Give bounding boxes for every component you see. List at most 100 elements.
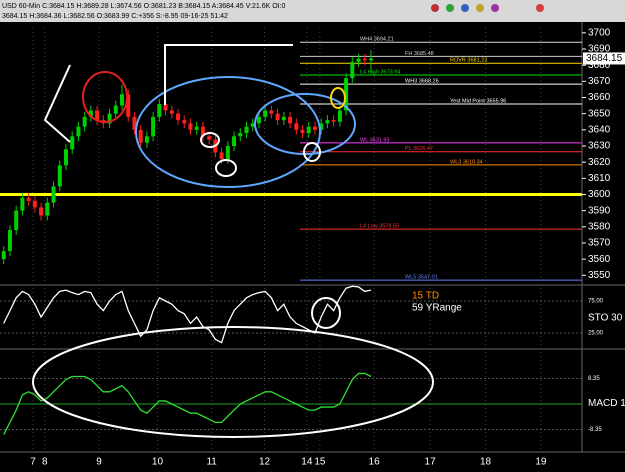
y-tick-label: 3580: [588, 221, 611, 232]
level-label: Yest Mid Point 3655.96: [450, 98, 506, 104]
y-tick-label: 3590: [588, 205, 611, 216]
annotation-circle: [330, 87, 346, 109]
candle-body: [344, 78, 349, 111]
y-tick-label: 8.35: [588, 376, 600, 382]
candle-body: [120, 94, 125, 106]
annotation-circle: [82, 71, 128, 123]
level-label: L4 High 3673.94: [360, 69, 400, 75]
y-tick-label: 3630: [588, 141, 611, 152]
candle-body: [88, 110, 93, 117]
candle-body: [132, 116, 137, 130]
annotation-bracket: [43, 64, 71, 143]
title-bar: [0, 0, 625, 22]
icon[interactable]: [461, 4, 469, 12]
candle-body: [219, 152, 224, 159]
candle-body: [188, 123, 193, 130]
y-tick-label: 3670: [588, 76, 611, 87]
panel-note: 15 TD: [412, 291, 439, 302]
candle-body: [182, 120, 187, 124]
icon[interactable]: [431, 4, 439, 12]
candle-body: [275, 113, 280, 121]
y-tick-label: 3560: [588, 254, 611, 265]
level-label: PL 3626.47: [405, 146, 433, 152]
candle-body: [250, 123, 255, 127]
candle-body: [70, 136, 75, 150]
candle-body: [176, 113, 181, 121]
x-tick-label: 15: [314, 457, 326, 468]
candle-body: [144, 136, 149, 143]
x-tick-label: 19: [535, 457, 547, 468]
toolbar-icons[interactable]: [431, 4, 544, 12]
y-tick-label: 3680: [588, 60, 611, 71]
y-tick-label: 3700: [588, 27, 611, 38]
y-tick-label: 3660: [588, 92, 611, 103]
level-label: FH 3685.48: [405, 51, 434, 57]
candle-body: [300, 129, 305, 134]
x-tick-label: 11: [206, 457, 217, 468]
candle-body: [306, 126, 311, 134]
x-tick-label: 10: [152, 457, 164, 468]
y-tick-label: 75.00: [588, 299, 604, 305]
level-label: ROVR 3681.23: [450, 58, 487, 64]
level-label: L4 Low 3578.55: [360, 224, 399, 230]
candle-body: [51, 186, 56, 203]
panel-label: STO 30: [588, 313, 623, 324]
candle-body: [14, 210, 19, 231]
current-price: 3684.15: [586, 53, 623, 64]
candle-body: [269, 110, 274, 114]
y-tick-label: 3610: [588, 173, 611, 184]
annotation-circle: [311, 297, 341, 329]
candle-body: [76, 126, 81, 137]
candle-body: [331, 120, 336, 122]
level-label: WL3 3618.34: [450, 159, 483, 165]
x-tick-label: 8: [42, 457, 48, 468]
y-tick-label: 3690: [588, 44, 611, 55]
panel-label: MACD 1: [588, 398, 625, 409]
y-tick-label: 3620: [588, 157, 611, 168]
candle-body: [20, 197, 25, 211]
candle-body: [32, 200, 37, 208]
icon[interactable]: [491, 4, 499, 12]
candle-body: [107, 113, 112, 124]
indicator-line: [3, 285, 372, 344]
header-line-2: 3684.15 H:3684.36 L:3682.56 O:3683.99 C:…: [2, 13, 228, 20]
candle-body: [244, 126, 249, 134]
candle-body: [362, 58, 367, 61]
candle-body: [138, 129, 143, 143]
annotation-ellipse: [135, 76, 321, 188]
candle-body: [325, 120, 330, 124]
x-tick-label: 17: [425, 457, 437, 468]
annotations: [32, 44, 434, 438]
candle-body: [63, 149, 68, 166]
level-label: WL5 3547.01: [405, 275, 438, 281]
candle-body: [169, 110, 174, 114]
icon[interactable]: [446, 4, 454, 12]
candle-body: [337, 110, 342, 122]
candle-body: [319, 123, 324, 130]
candle-body: [232, 136, 237, 146]
icon[interactable]: [536, 4, 544, 12]
panel-note: 59 YRange: [412, 303, 462, 314]
candle-body: [157, 103, 162, 117]
candle-body: [194, 126, 199, 130]
candle-body: [95, 110, 100, 121]
candle-body: [207, 136, 212, 140]
candle-body: [350, 61, 355, 79]
candle-body: [82, 116, 87, 127]
x-tick-label: 16: [369, 457, 381, 468]
x-tick-label: 14: [301, 457, 313, 468]
level-label: WL 3631.93: [360, 137, 389, 143]
candle-body: [45, 202, 50, 216]
y-tick-label: 3650: [588, 108, 611, 119]
level-label: WH3 3668.26: [405, 79, 439, 85]
x-tick-label: 18: [480, 457, 492, 468]
candle-body: [288, 116, 293, 124]
candle-body: [151, 116, 156, 137]
y-tick-label: -8.35: [588, 427, 602, 433]
icon[interactable]: [476, 4, 484, 12]
annotation-circle: [200, 132, 220, 148]
x-tick-label: 12: [259, 457, 271, 468]
y-tick-label: 25.00: [588, 331, 604, 337]
annotation-circle: [215, 159, 237, 177]
